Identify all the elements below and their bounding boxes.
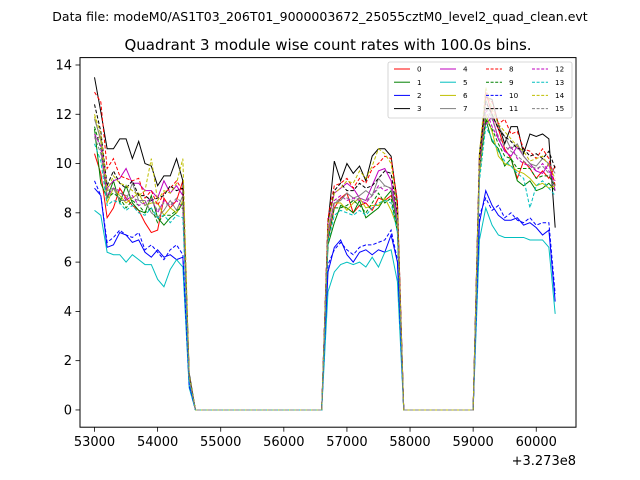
legend-label-2: 2 [417, 91, 422, 100]
x-tick-label: 56000 [263, 435, 304, 450]
x-tick-label: 57000 [326, 435, 367, 450]
y-tick-label: 4 [64, 305, 72, 320]
x-tick-label: 59000 [452, 435, 493, 450]
x-axis: 53000 54000 55000 56000 57000 58000 59000 60000 [74, 427, 557, 450]
y-tick-label: 8 [64, 206, 72, 221]
x-tick-label: 58000 [389, 435, 430, 450]
plot-frame [79, 57, 577, 428]
y-tick-label: 0 [64, 403, 72, 418]
series-layer [94, 77, 556, 411]
legend-label-15: 15 [555, 104, 564, 113]
series-line-5 [94, 206, 556, 411]
y-tick-label: 10 [55, 157, 72, 172]
legend-box [387, 61, 573, 119]
x-tick-label: 54000 [137, 435, 178, 450]
legend-label-13: 13 [555, 78, 564, 87]
legend-label-1: 1 [417, 78, 422, 87]
legend-label-5: 5 [463, 78, 468, 87]
y-tick-label: 14 [55, 58, 72, 73]
legend-label-9: 9 [509, 78, 514, 87]
legend-label-4: 4 [463, 65, 468, 74]
figure-suptitle: Data file: modeM0/AS1T03_206T01_90000036… [52, 9, 587, 24]
x-offset-label: +3.273e8 [512, 454, 576, 469]
y-axis: 0 2 4 6 8 10 12 14 [55, 58, 80, 418]
legend-label-8: 8 [509, 65, 514, 74]
y-tick-label: 2 [64, 354, 72, 369]
y-tick-label: 6 [64, 256, 72, 271]
legend-label-0: 0 [417, 65, 422, 74]
legend-label-10: 10 [509, 91, 519, 100]
legend-label-7: 7 [463, 104, 468, 113]
series-line-15 [94, 105, 556, 411]
x-tick-label: 55000 [200, 435, 241, 450]
legend-label-11: 11 [509, 104, 518, 113]
y-tick-label: 12 [55, 108, 72, 123]
x-tick-label: 53000 [74, 435, 115, 450]
legend-label-14: 14 [555, 91, 565, 100]
chart-title: Quadrant 3 module wise count rates with … [124, 36, 531, 54]
x-tick-label: 60000 [516, 435, 557, 450]
legend-label-3: 3 [417, 104, 422, 113]
legend-label-6: 6 [463, 91, 468, 100]
legend-label-12: 12 [555, 65, 564, 74]
